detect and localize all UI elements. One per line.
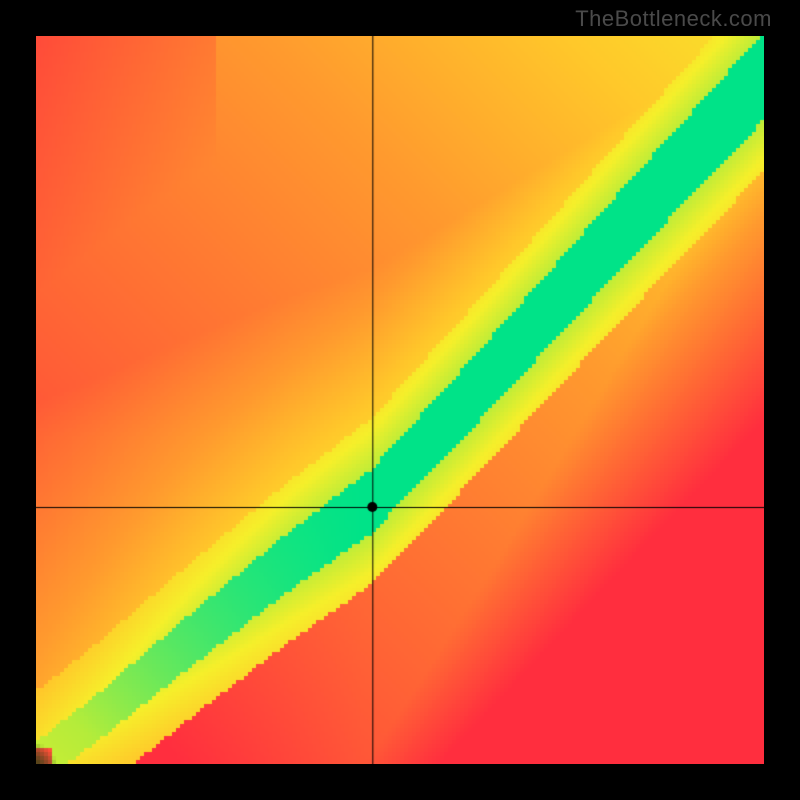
heatmap-plot: [36, 36, 764, 764]
watermark-text: TheBottleneck.com: [575, 6, 772, 32]
outer-frame: TheBottleneck.com: [0, 0, 800, 800]
heatmap-canvas: [36, 36, 764, 764]
